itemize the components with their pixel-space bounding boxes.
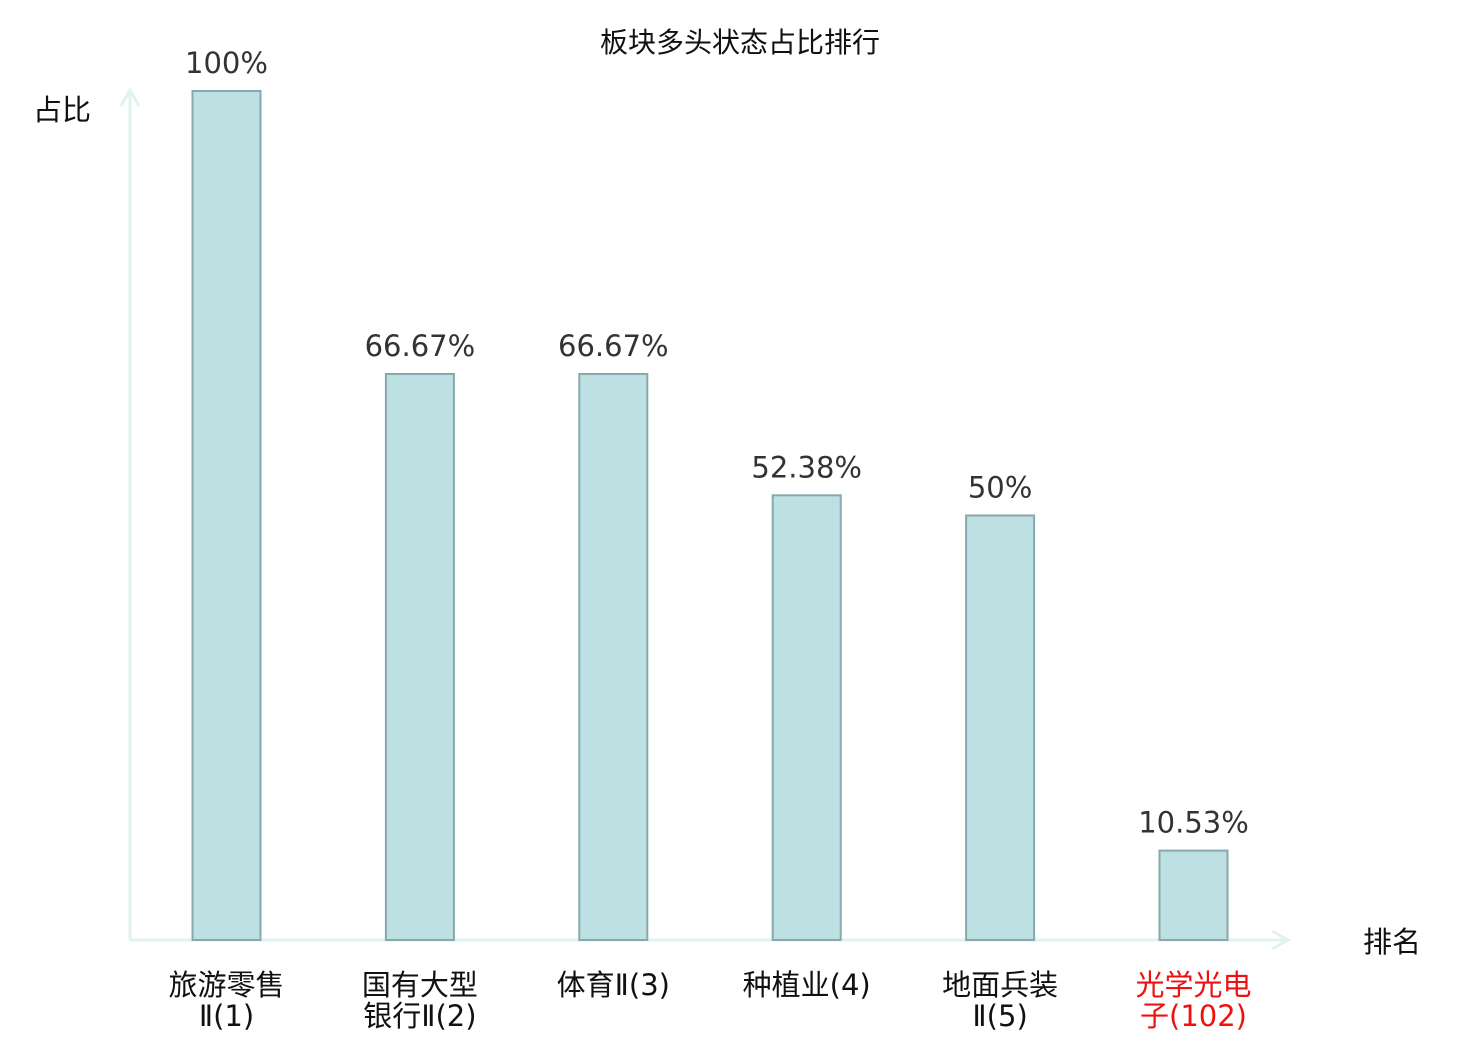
bar-4 [771, 494, 842, 941]
category-label-3-line-1: 体育Ⅱ(3) [557, 968, 670, 1002]
category-label-6-line-2: 子(102) [1140, 999, 1247, 1033]
value-label-4: 52.38% [751, 450, 862, 484]
category-label-2: 国有大型银行Ⅱ(2) [362, 968, 478, 1033]
bar-3 [578, 372, 649, 942]
category-labels: 旅游零售 Ⅱ(1) 国有大型银行Ⅱ(2) 体育Ⅱ(3) 种植业(4) 地面兵装 Ⅱ(5) 光学… [168, 968, 1251, 1033]
category-label-1: 旅游零售 Ⅱ(1) [168, 968, 284, 1033]
value-labels: 100% 66.67% 66.67% 52.38% 50% 10.53% [185, 46, 1249, 840]
category-label-6: 光学光电子(102) [1135, 968, 1251, 1033]
category-label-1-line-2: Ⅱ(1) [199, 999, 254, 1033]
category-label-3: 体育Ⅱ(3) [557, 968, 670, 1002]
category-label-4-line-1: 种植业(4) [743, 968, 871, 1002]
category-label-1-line-1: 旅游零售 [168, 968, 284, 1002]
category-label-6-line-1: 光学光电 [1135, 968, 1251, 1002]
category-label-2-line-2: 银行Ⅱ(2) [363, 999, 476, 1033]
bar-6 [1158, 849, 1229, 941]
value-label-5: 50% [968, 471, 1032, 505]
bar-2 [384, 372, 455, 942]
value-label-1: 100% [185, 46, 268, 80]
x-axis-label: 排名 [1363, 925, 1421, 959]
category-label-5-line-2: Ⅱ(5) [972, 999, 1027, 1033]
category-label-5: 地面兵装 Ⅱ(5) [942, 968, 1058, 1033]
chart-title: 板块多头状态占比排行 [600, 26, 880, 59]
bar-1 [191, 90, 262, 941]
value-label-2: 66.67% [365, 329, 476, 363]
y-axis-label: 占比 [33, 93, 91, 127]
category-label-4: 种植业(4) [743, 968, 871, 1002]
value-label-6: 10.53% [1138, 806, 1249, 840]
y-axis-arrow [119, 86, 141, 107]
x-axis-arrow [1271, 929, 1292, 951]
bar-5 [965, 514, 1036, 941]
bars [191, 90, 1229, 942]
value-label-3: 66.67% [558, 329, 669, 363]
category-label-5-line-1: 地面兵装 [942, 968, 1058, 1002]
category-label-2-line-1: 国有大型 [362, 968, 478, 1002]
axes [119, 86, 1292, 951]
